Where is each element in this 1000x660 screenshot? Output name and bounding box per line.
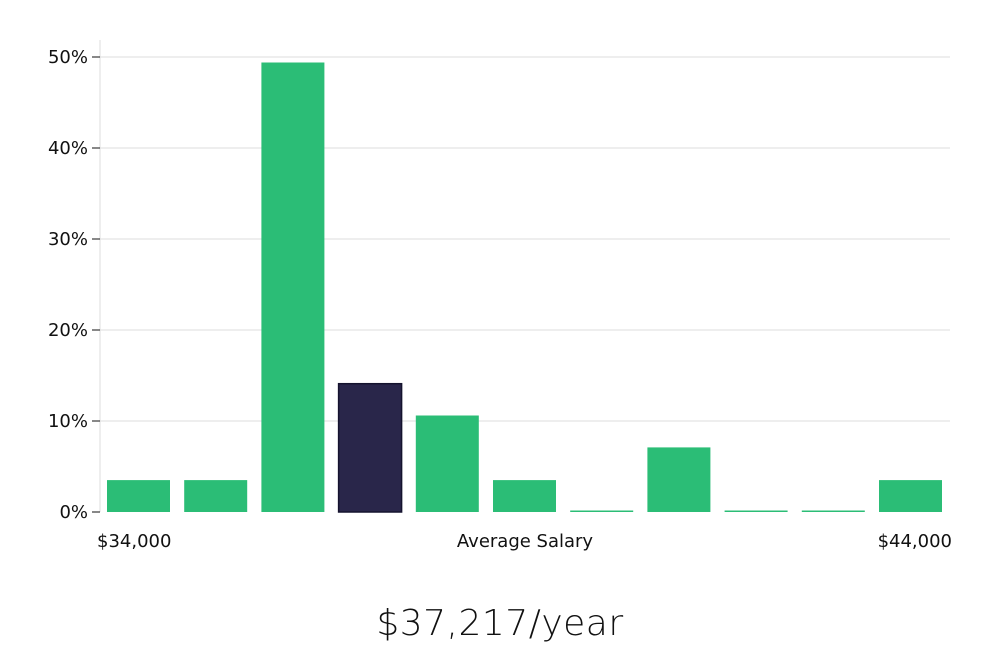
- bars: [107, 62, 942, 513]
- average-salary-headline: $37,217/year: [376, 603, 624, 644]
- salary-histogram: 0% 10% 20% 30% 40% 50% $34,000 Average Salary…: [48, 40, 952, 552]
- y-tick-label: 10%: [48, 411, 88, 432]
- bar: [493, 480, 556, 512]
- y-tick-label: 20%: [48, 320, 88, 341]
- bar: [415, 415, 479, 512]
- bar: [107, 480, 170, 512]
- x-axis-label: Average Salary: [457, 531, 594, 552]
- bar-highlighted: [337, 382, 403, 513]
- bar: [724, 510, 788, 512]
- y-tick-label: 0%: [59, 502, 88, 523]
- bar: [184, 480, 248, 512]
- x-min-label: $34,000: [97, 531, 171, 552]
- y-tick-label: 40%: [48, 138, 88, 159]
- bar: [261, 62, 325, 512]
- y-tick-label: 50%: [48, 47, 88, 68]
- y-tick-labels: 0% 10% 20% 30% 40% 50%: [48, 47, 100, 523]
- x-max-label: $44,000: [878, 531, 952, 552]
- y-tick-label: 30%: [48, 229, 88, 250]
- bar: [801, 510, 865, 512]
- bar: [570, 510, 634, 512]
- bar: [879, 480, 942, 512]
- bar: [647, 447, 711, 512]
- gridlines: [100, 56, 950, 422]
